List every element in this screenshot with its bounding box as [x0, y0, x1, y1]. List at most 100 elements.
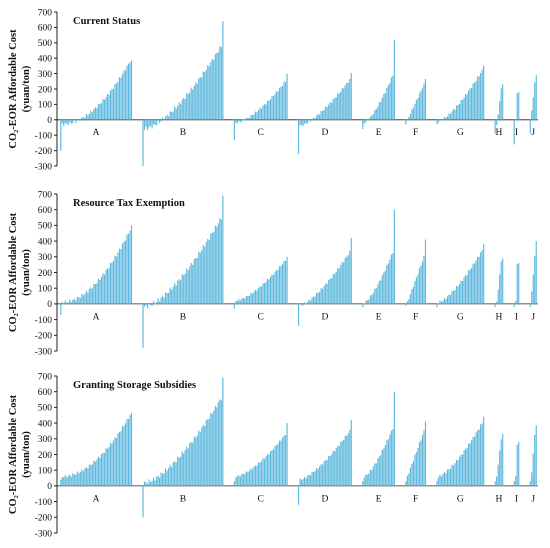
bar-a: [99, 103, 101, 120]
bar-c: [272, 449, 275, 486]
bar-a: [106, 448, 109, 486]
bar-g: [439, 300, 441, 304]
bar-e: [377, 284, 379, 304]
bar-e: [387, 439, 389, 486]
bar-h: [496, 301, 498, 304]
bar-d: [338, 445, 340, 486]
bar-d: [328, 455, 330, 486]
bar-c: [278, 266, 281, 304]
bar-c: [271, 274, 273, 304]
bar-b: [143, 119, 146, 130]
bar-a: [79, 297, 81, 304]
bar-f: [409, 467, 411, 486]
bar-c: [274, 445, 276, 486]
bar-a: [94, 107, 96, 120]
y-tick-label: -300: [35, 347, 53, 357]
bar-j: [531, 110, 533, 120]
bar-d: [337, 268, 339, 304]
bar-a: [130, 225, 133, 304]
bar-b: [183, 453, 185, 486]
bar-b: [199, 77, 201, 120]
bar-b: [192, 264, 194, 304]
bar-a: [114, 83, 116, 120]
bar-c: [244, 298, 246, 304]
bar-b: [152, 119, 155, 125]
bar-g: [474, 82, 476, 120]
bar-b: [146, 303, 149, 309]
bar-a: [126, 65, 128, 120]
y-tick-label: -200: [35, 332, 53, 342]
bar-e: [366, 299, 368, 304]
bar-d: [331, 102, 333, 120]
bar-f: [405, 119, 407, 125]
bar-b: [157, 475, 159, 486]
bar-g: [460, 280, 462, 304]
bar-f: [415, 452, 418, 486]
bar-b: [148, 119, 150, 128]
bar-c: [239, 119, 241, 123]
y-axis-label-unit: (yuan/ton): [21, 431, 32, 478]
y-tick-label: 100: [38, 467, 53, 477]
bar-c: [286, 73, 288, 120]
bar-b: [222, 21, 224, 120]
y-tick-label: -100: [35, 316, 53, 326]
bar-a: [123, 425, 125, 486]
bar-c: [275, 445, 278, 486]
category-label: B: [180, 312, 186, 322]
bar-a: [90, 464, 92, 486]
bar-e: [387, 85, 389, 120]
bar-g: [475, 80, 477, 120]
bar-f: [409, 293, 411, 304]
bar-a: [94, 283, 96, 304]
bar-d: [311, 297, 313, 304]
bar-e: [389, 83, 391, 120]
bar-f: [405, 303, 407, 306]
bar-b: [172, 286, 174, 304]
bar-b: [166, 293, 168, 304]
bar-b: [214, 405, 216, 486]
bar-b: [184, 98, 186, 120]
bar-i: [516, 263, 518, 304]
bar-b: [187, 93, 189, 120]
bar-g: [443, 472, 446, 486]
bar-c: [239, 476, 241, 486]
y-tick-label: -200: [35, 147, 53, 157]
bar-d: [307, 119, 309, 124]
bar-d: [305, 478, 307, 486]
bar-a: [97, 278, 99, 304]
bar-c: [266, 454, 269, 486]
bar-a: [87, 468, 89, 486]
bar-g: [474, 263, 476, 304]
bar-b: [214, 53, 216, 120]
bar-a: [63, 303, 65, 305]
bar-d: [311, 119, 313, 121]
bar-c: [278, 87, 281, 120]
bar-e: [363, 303, 365, 305]
bar-b: [160, 297, 162, 304]
bar-c: [283, 82, 285, 120]
bar-g: [478, 256, 480, 304]
bar-b: [186, 268, 188, 304]
bar-g: [445, 299, 447, 304]
bar-g: [436, 119, 438, 125]
bar-b: [183, 98, 185, 120]
y-tick-label: 300: [38, 253, 53, 263]
bar-g: [439, 474, 441, 486]
bar-h: [497, 114, 499, 120]
bar-e: [375, 463, 377, 486]
y-tick-label: 400: [38, 55, 53, 65]
bar-g: [445, 117, 447, 120]
bar-b: [201, 250, 203, 304]
bar-a: [108, 268, 110, 304]
bar-d: [341, 262, 343, 304]
y-tick-label: -100: [35, 132, 53, 142]
bar-j: [532, 453, 534, 486]
bar-c: [262, 105, 264, 120]
bar-f: [406, 475, 408, 486]
bar-g: [483, 65, 485, 120]
bar-i: [515, 476, 517, 486]
bar-b: [143, 481, 146, 486]
bar-d: [311, 471, 313, 486]
bar-c: [269, 451, 272, 486]
bar-b: [165, 116, 167, 120]
